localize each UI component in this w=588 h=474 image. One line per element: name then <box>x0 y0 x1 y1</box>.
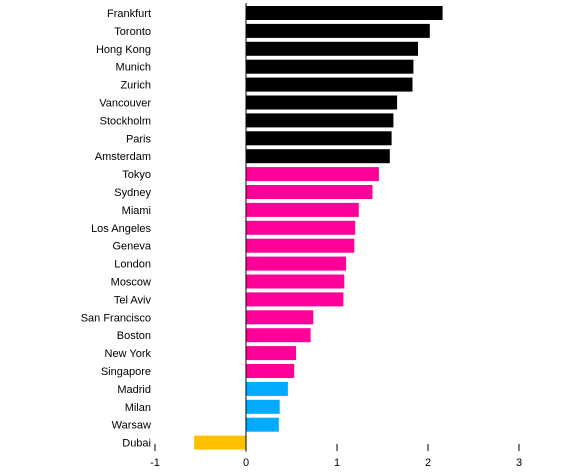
bars-group <box>194 6 443 450</box>
category-label: Frankfurt <box>107 8 151 20</box>
bar-dubai <box>194 435 246 450</box>
bar-zurich <box>246 77 413 92</box>
category-label: Moscow <box>111 277 151 289</box>
x-axis-ticks-group: -1 0 1 2 3 <box>150 444 522 469</box>
bar-los-angeles <box>246 220 356 235</box>
bar-tokyo <box>246 167 379 182</box>
category-label: Boston <box>117 330 151 342</box>
bar-san-francisco <box>246 310 314 325</box>
category-label: Toronto <box>114 26 151 38</box>
bar-sydney <box>246 185 373 199</box>
bar-warsaw <box>246 417 279 432</box>
category-label: Miami <box>122 205 151 217</box>
category-label: Los Angeles <box>91 223 151 235</box>
category-label: Singapore <box>101 366 151 378</box>
x-tick-label: -1 <box>150 457 160 469</box>
bar-moscow <box>246 274 345 289</box>
category-label: Munich <box>116 62 151 74</box>
bar-vancouver <box>246 95 398 110</box>
bar-paris <box>246 131 392 146</box>
bar-miami <box>246 202 359 217</box>
bar-tel-aviv <box>246 292 344 307</box>
bar-madrid <box>246 381 288 396</box>
bar-stockholm <box>246 113 394 128</box>
category-labels-group: Frankfurt Toronto Hong Kong Munich Zurich Van… <box>81 8 152 450</box>
x-tick-label: 1 <box>334 457 340 469</box>
category-label: New York <box>105 348 152 360</box>
category-label: Tel Aviv <box>114 294 152 306</box>
category-label: Madrid <box>117 384 151 396</box>
category-label: Milan <box>125 402 151 414</box>
category-label: Sydney <box>114 187 151 199</box>
bar-toronto <box>246 23 430 38</box>
bar-geneva <box>246 238 355 253</box>
bar-new-york <box>246 346 297 361</box>
bar-singapore <box>246 364 295 378</box>
category-label: Tokyo <box>122 169 151 181</box>
category-label: San Francisco <box>81 312 151 324</box>
bar-amsterdam <box>246 149 390 164</box>
x-tick-label: 2 <box>425 457 431 469</box>
bar-munich <box>246 59 414 74</box>
bar-boston <box>246 328 311 343</box>
category-label: Zurich <box>120 80 151 92</box>
category-label: London <box>114 259 151 271</box>
x-tick-label: 3 <box>516 457 522 469</box>
bar-milan <box>246 399 280 414</box>
category-label: Stockholm <box>100 115 151 127</box>
category-label: Hong Kong <box>96 44 151 56</box>
category-label: Vancouver <box>99 98 151 110</box>
bar-hong-kong <box>246 41 418 56</box>
category-label: Paris <box>126 133 152 145</box>
category-label: Amsterdam <box>95 151 151 163</box>
bar-frankfurt <box>246 6 443 20</box>
category-label: Geneva <box>112 241 151 253</box>
bar-london <box>246 256 347 271</box>
category-label: Dubai <box>122 438 151 450</box>
category-label: Warsaw <box>112 420 151 432</box>
x-tick-label: 0 <box>243 457 249 469</box>
